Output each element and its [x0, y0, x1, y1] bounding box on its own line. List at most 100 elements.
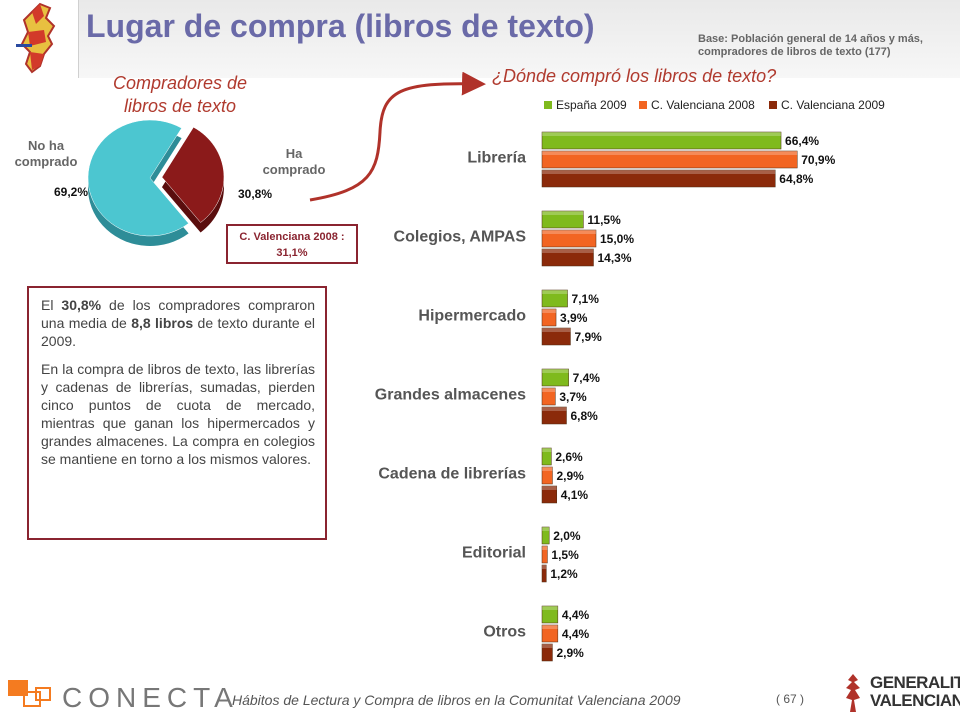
bar-value-3-0: 7,4%	[573, 371, 601, 385]
bar-highlight-1-1	[542, 230, 596, 234]
comparison-box: C. Valenciana 2008 : 31,1%	[226, 224, 358, 264]
legend-swatch-1	[639, 101, 647, 109]
bar-highlight-6-1	[542, 625, 558, 629]
pie-label-no-comprado: No ha comprado	[14, 138, 78, 169]
bar-highlight-5-2	[542, 565, 547, 569]
footer-band	[0, 672, 960, 720]
bar-1-2	[541, 248, 594, 267]
bar-highlight-5-0	[542, 527, 550, 531]
region-map-logo	[0, 0, 79, 78]
bar-5-2	[541, 564, 547, 583]
conecta-brand: CONECTA	[62, 682, 239, 713]
bar-highlight-5-1	[542, 546, 548, 550]
bar-highlight-4-1	[542, 467, 553, 471]
bar-highlight-0-2	[542, 170, 776, 174]
bar-3-0	[541, 368, 569, 387]
category-label-5: Editorial	[462, 545, 526, 562]
generalitat-wordmark: GENERALITAT VALENCIANA	[870, 673, 960, 710]
page-title: Lugar de compra (libros de texto)	[86, 8, 595, 44]
bar-value-2-1: 3,9%	[560, 311, 588, 325]
bar-value-0-2: 64,8%	[779, 172, 813, 186]
bar-value-6-1: 4,4%	[562, 627, 590, 641]
category-label-1: Colegios, AMPAS	[394, 229, 527, 246]
bar-highlight-0-0	[542, 132, 782, 136]
footer-caption: Hábitos de Lectura y Compra de libros en…	[232, 692, 681, 708]
bar-value-3-1: 3,7%	[559, 390, 587, 404]
bar-value-5-2: 1,2%	[550, 567, 578, 581]
bar-4-2	[541, 485, 558, 504]
pie-title: Compradores de libros de texto	[90, 72, 270, 118]
header-band	[0, 0, 960, 78]
bar-highlight-2-2	[542, 328, 571, 332]
base-note: Base: Población general de 14 años y más…	[698, 33, 923, 58]
category-label-4: Cadena de librerías	[378, 466, 526, 483]
bar-value-4-2: 4,1%	[561, 488, 589, 502]
bar-value-0-1: 70,9%	[801, 153, 835, 167]
bar-value-3-2: 6,8%	[570, 409, 598, 423]
bar-value-4-0: 2,6%	[555, 450, 583, 464]
bar-highlight-3-0	[542, 369, 569, 373]
bar-2-2	[541, 327, 571, 346]
bar-5-0	[541, 526, 550, 545]
legend-swatch-0	[544, 101, 552, 109]
bar-value-2-0: 7,1%	[572, 292, 600, 306]
legend-label-0: España 2009	[556, 98, 627, 112]
bar-highlight-2-1	[542, 309, 557, 313]
bar-highlight-3-1	[542, 388, 556, 392]
bar-chart-title: ¿Dónde compró los libros de texto?	[492, 66, 777, 86]
bar-highlight-0-1	[542, 151, 798, 155]
bar-highlight-4-2	[542, 486, 557, 490]
category-label-6: Otros	[483, 624, 526, 641]
bar-5-1	[541, 545, 548, 564]
category-label-0: Librería	[467, 150, 526, 167]
region-map-icon	[16, 2, 56, 74]
bar-4-1	[541, 466, 553, 485]
category-label-2: Hipermercado	[418, 308, 526, 325]
bar-value-1-0: 11,5%	[587, 213, 621, 227]
bar-0-0	[541, 131, 782, 150]
bar-highlight-1-0	[542, 211, 584, 215]
bar-highlight-4-0	[542, 448, 552, 452]
bar-value-5-0: 2,0%	[553, 529, 581, 543]
bar-highlight-2-0	[542, 290, 568, 294]
bar-chart: España 2009 C. Valenciana 2008 C. Valencia…	[375, 98, 885, 662]
bar-value-2-2: 7,9%	[574, 330, 602, 344]
pie-slice-no-comprado	[87, 120, 189, 237]
pie-value-no-comprado: 69,2%	[54, 185, 89, 199]
summary-text-box: El 30,8% de los compradores compraron un…	[27, 286, 327, 540]
bar-value-5-1: 1,5%	[551, 548, 579, 562]
pie-value-comprado: 30,8%	[238, 187, 273, 201]
bar-highlight-1-2	[542, 249, 594, 253]
bar-highlight-3-2	[542, 407, 567, 411]
summary-paragraph-1: El 30,8% de los compradores compraron un…	[41, 297, 315, 349]
bar-2-0	[541, 289, 568, 308]
bar-value-6-2: 2,9%	[556, 646, 584, 660]
pie-title-line2: libros de texto	[123, 96, 237, 116]
bar-4-0	[541, 447, 552, 466]
pie-chart	[87, 120, 225, 247]
page-number: ( 67 )	[776, 692, 805, 706]
legend-swatch-2	[769, 101, 777, 109]
bar-value-6-0: 4,4%	[562, 608, 590, 622]
bar-value-4-1: 2,9%	[556, 469, 584, 483]
pie-slice-comprado	[161, 126, 225, 223]
bar-3-1	[541, 387, 556, 406]
category-label-3: Grandes almacenes	[375, 387, 526, 404]
bar-1-1	[541, 229, 597, 248]
bar-6-1	[541, 624, 559, 643]
bar-0-2	[541, 169, 776, 188]
comparison-line2: 31,1%	[276, 247, 308, 259]
conecta-logo-icon	[8, 680, 51, 707]
bar-0-1	[541, 150, 798, 169]
pie-label-comprado: Ha comprado	[262, 146, 326, 177]
legend-label-2: C. Valenciana 2009	[781, 98, 885, 112]
bar-2-1	[541, 308, 557, 327]
comparison-line1: C. Valenciana 2008 :	[239, 231, 345, 243]
bar-value-0-0: 66,4%	[785, 134, 819, 148]
pie-title-line1: Compradores de	[112, 73, 248, 93]
bar-6-2	[541, 643, 553, 662]
bar-value-1-1: 15,0%	[600, 232, 634, 246]
bar-3-2	[541, 406, 567, 425]
summary-paragraph-2: En la compra de libros de texto, las lib…	[41, 361, 315, 467]
legend-label-1: C. Valenciana 2008	[651, 98, 755, 112]
